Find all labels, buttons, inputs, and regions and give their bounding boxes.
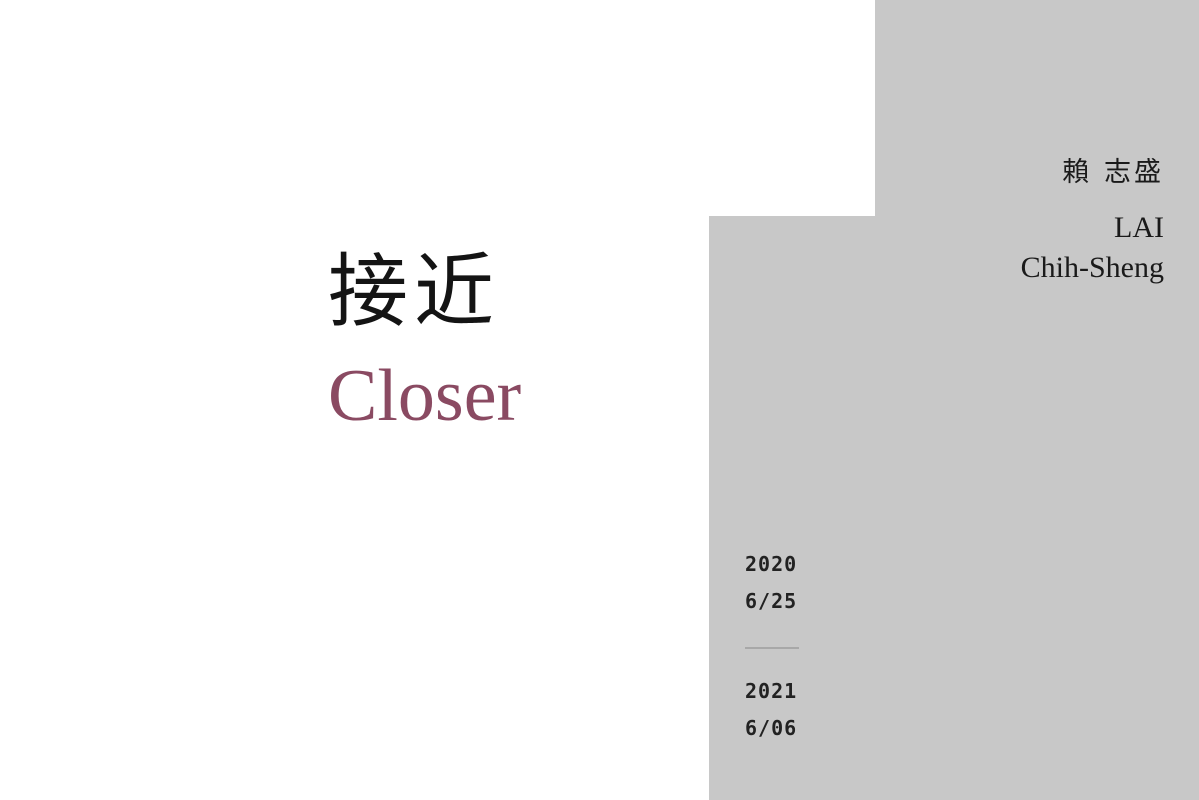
exhibition-title: 接近 Closer xyxy=(328,242,521,444)
artist-name-english: LAI Chih-Sheng xyxy=(1021,208,1164,288)
artist-name: 賴 志盛 LAI Chih-Sheng xyxy=(1021,150,1164,288)
start-day: 6/25 xyxy=(745,589,798,613)
end-day: 6/06 xyxy=(745,716,798,740)
artist-given-name: Chih-Sheng xyxy=(1020,251,1164,284)
gray-panel-main xyxy=(709,216,1199,800)
title-chinese: 接近 xyxy=(328,245,500,338)
title-english: Closer xyxy=(328,355,522,437)
end-year: 2021 xyxy=(745,679,798,703)
gray-panel-top xyxy=(875,0,1199,216)
exhibition-dates: 2020 6/25 2021 6/06 xyxy=(745,546,799,747)
start-year: 2020 xyxy=(745,552,798,576)
date-divider xyxy=(745,647,799,649)
artist-surname: LAI xyxy=(1114,211,1164,244)
artist-name-chinese: 賴 志盛 xyxy=(1062,157,1164,188)
